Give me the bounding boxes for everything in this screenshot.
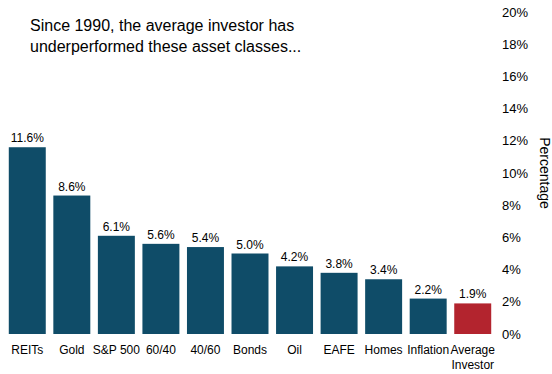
x-tick-label: Bonds (219, 343, 281, 358)
data-label: 1.9% (459, 287, 487, 301)
data-label: 4.2% (281, 250, 309, 264)
bar (9, 147, 46, 334)
x-tick-label: 40/60 (174, 343, 236, 358)
data-label: 5.4% (192, 231, 220, 245)
bar (410, 299, 447, 334)
data-label: 3.8% (325, 257, 353, 271)
y-tick-label: 20% (502, 5, 528, 20)
y-tick-label: 16% (502, 69, 528, 84)
y-tick-label: 14% (502, 101, 528, 116)
y-tick-label: 4% (502, 262, 521, 277)
data-label: 3.4% (370, 263, 398, 277)
x-tick-label: S&P 500 (85, 343, 147, 358)
bar (365, 279, 402, 334)
x-tick-label: Homes (353, 343, 415, 358)
chart-title: Since 1990, the average investor has und… (30, 15, 370, 57)
x-tick-label: Average Investor (442, 343, 504, 373)
x-tick-label: REITs (0, 343, 58, 358)
bar (187, 247, 224, 334)
bar (232, 254, 269, 335)
bar (454, 303, 491, 334)
bar (142, 244, 179, 334)
bar (276, 266, 313, 334)
y-tick-label: 12% (502, 133, 528, 148)
y-tick-label: 2% (502, 294, 521, 309)
data-label: 8.6% (58, 180, 86, 194)
y-tick-label: 10% (502, 166, 528, 181)
y-tick-label: 0% (502, 327, 521, 342)
bar (53, 196, 90, 334)
x-tick-label: 60/40 (130, 343, 192, 358)
x-tick-label: Oil (264, 343, 326, 358)
y-tick-label: 18% (502, 37, 528, 52)
y-tick-label: 6% (502, 230, 521, 245)
data-label: 6.1% (103, 220, 131, 234)
x-tick-label: Inflation (397, 343, 459, 358)
chart-svg: 0% 2% 4% 6% 8% 10% 12% 14% 16% 18% 20% Percentage 11… (0, 0, 552, 374)
data-label: 5.6% (147, 228, 175, 242)
bar (321, 273, 358, 334)
data-label: 11.6% (11, 131, 44, 145)
bars (9, 147, 491, 334)
data-label: 2.2% (415, 283, 443, 297)
y-tick-label: 8% (502, 198, 521, 213)
data-label: 5.0% (236, 238, 264, 252)
chart-root: 0% 2% 4% 6% 8% 10% 12% 14% 16% 18% 20% Percentage 11… (0, 0, 552, 374)
x-tick-label: EAFE (308, 343, 370, 358)
bar (98, 236, 135, 334)
y-axis-title: Percentage (537, 137, 552, 209)
